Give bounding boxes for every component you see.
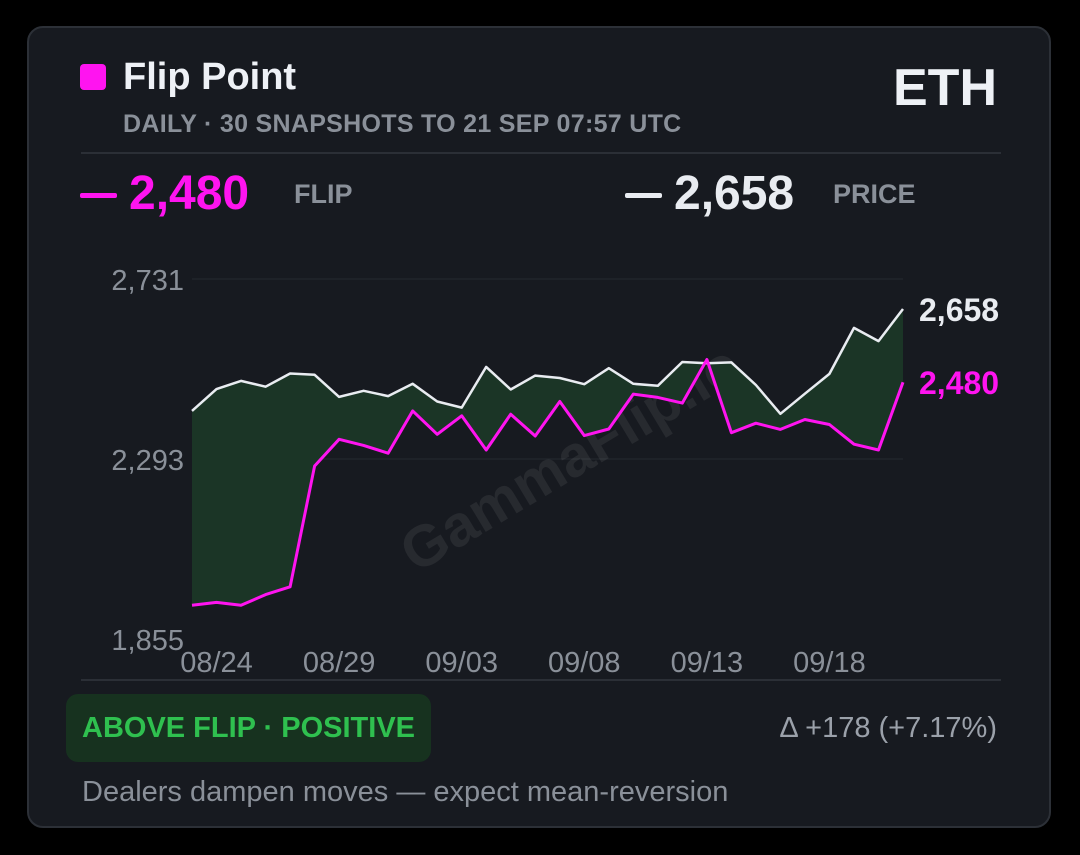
asset-symbol: ETH [893,59,997,117]
flip-point-card: Flip Point ETH DAILY · 30 SNAPSHOTS TO 2… [27,26,1051,828]
x-tick-label-4: 09/13 [671,647,744,679]
header-divider [81,152,1001,154]
price-stat-label: PRICE [833,179,916,209]
x-tick-label-3: 09/08 [548,647,621,679]
price-line [191,308,904,416]
flip-stat-value: 2,480 [129,167,250,220]
flip-stat-dash [80,193,117,198]
card-title: Flip Point [123,56,297,98]
x-tick-label-5: 09/18 [793,647,866,679]
price-stat-value: 2,658 [674,167,795,220]
price-end-label: 2,658 [919,292,999,328]
flip-stat-label: FLIP [294,179,353,209]
y-tick-label-2: 1,855 [111,625,184,657]
x-tick-label-1: 08/29 [303,647,376,679]
y-tick-label-1: 2,293 [111,445,184,477]
footer-divider [81,679,1001,681]
flip-end-label: 2,480 [919,365,999,401]
regime-note: Dealers dampen moves — expect mean-rever… [82,776,729,808]
x-tick-label-2: 09/03 [425,647,498,679]
flip-legend-swatch [80,64,106,90]
price-stat-dash [625,193,662,198]
flip-line [191,358,905,607]
delta-readout: Δ +178 (+7.17%) [779,712,997,744]
regime-badge: ABOVE FLIP · POSITIVE [66,694,432,762]
y-tick-label-0: 2,731 [111,265,184,297]
snapshot-subtitle: DAILY · 30 SNAPSHOTS TO 21 SEP 07:57 UTC [123,110,682,138]
spread-area-fill [192,309,903,606]
x-tick-label-0: 08/24 [180,647,253,679]
